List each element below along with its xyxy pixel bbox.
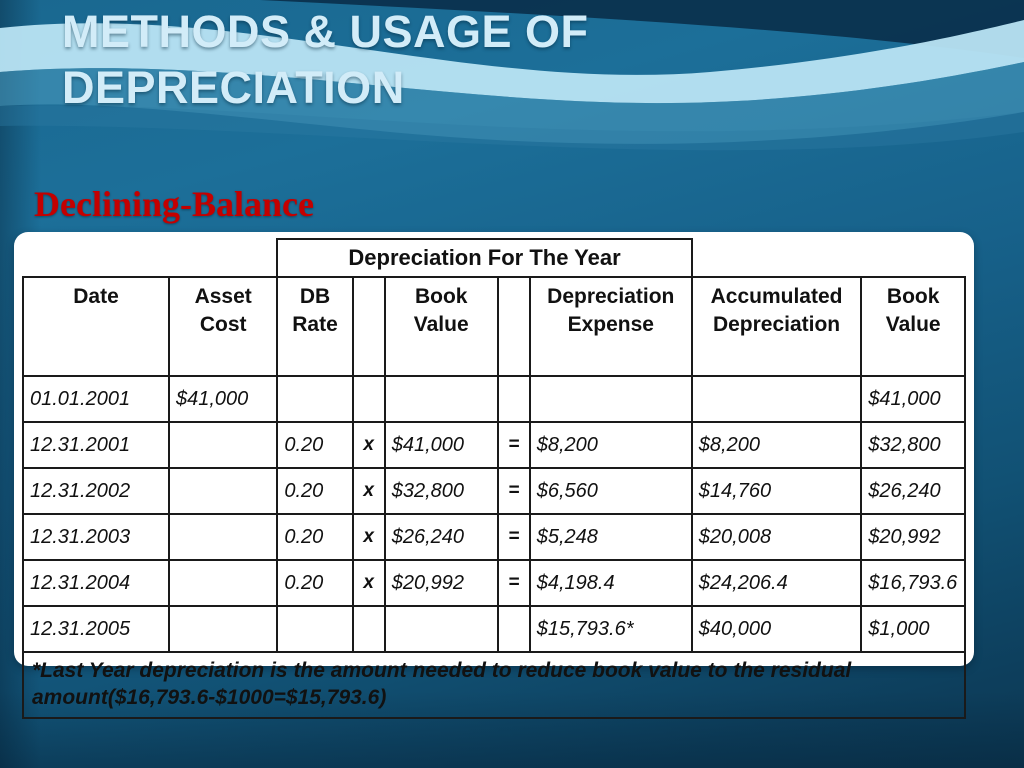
table-cell: $20,992: [860, 513, 966, 561]
column-header-depreciation-expense: Depreciation Expense: [528, 276, 693, 377]
table-cell: $8,200: [690, 421, 863, 469]
table-cell: $24,206.4: [690, 559, 863, 607]
table-body: 01.01.2001 $41,000 $41,000 12.31.2001 0.20 x $…: [22, 375, 966, 653]
depreciation-table-card: Depreciation For The Year Date Asset Cos…: [14, 232, 974, 719]
table-cell: $20,008: [690, 513, 863, 561]
table-cell: $40,000: [690, 605, 863, 653]
table-cell: 0.20: [276, 559, 354, 607]
table-cell: 12.31.2005: [22, 605, 170, 653]
table-cell: [351, 605, 386, 653]
table-cell: x: [351, 467, 386, 515]
table-cell: $15,793.6*: [528, 605, 693, 653]
table-cell: $16,793.6: [860, 559, 966, 607]
column-header-accumulated-depreciation: Accumulated Depreciation: [690, 276, 863, 377]
slide-title-line-2: DEPRECIATION: [62, 61, 405, 113]
table-cell: x: [351, 559, 386, 607]
table-cell: $8,200: [528, 421, 693, 469]
table-cell: 0.20: [276, 421, 354, 469]
table-cell: [167, 513, 279, 561]
group-header-cell: Depreciation For The Year: [276, 238, 693, 278]
table-cell: $4,198.4: [528, 559, 693, 607]
table-cell: $41,000: [860, 375, 966, 423]
column-header-db-rate: DB Rate: [276, 276, 354, 377]
table-cell: [351, 375, 386, 423]
table-cell: [276, 605, 354, 653]
footnote-line-2: amount($16,793.6-$1000=$15,793.6): [32, 685, 387, 709]
slide-title-line-1: METHODS & USAGE OF: [62, 6, 589, 57]
table-cell: $6,560: [528, 467, 693, 515]
column-header-equals: [496, 276, 531, 377]
column-header-book-value: Book Value: [383, 276, 499, 377]
footnote-cell: *Last Year depreciation is the amount ne…: [22, 651, 966, 719]
table-row: 01.01.2001 $41,000 $41,000: [22, 375, 966, 423]
table-row: 12.31.2001 0.20 x $41,000 = $8,200 $8,200 $32,8…: [22, 421, 966, 469]
table-cell: $32,800: [860, 421, 966, 469]
table-cell: [496, 375, 531, 423]
slide-title: METHODS & USAGE OF DEPRECIATION: [62, 4, 589, 116]
table-cell: 0.20: [276, 467, 354, 515]
table-cell: $41,000: [383, 421, 499, 469]
table-cell: =: [496, 513, 531, 561]
table-cell: $14,760: [690, 467, 863, 515]
table-cell: $1,000: [860, 605, 966, 653]
table-cell: $32,800: [383, 467, 499, 515]
table-cell: 0.20: [276, 513, 354, 561]
table-cell: [383, 605, 499, 653]
table-cell: 12.31.2002: [22, 467, 170, 515]
column-header-asset-cost: Asset Cost: [167, 276, 279, 377]
table-cell: [496, 605, 531, 653]
column-header-multiply: [351, 276, 386, 377]
table-cell: =: [496, 559, 531, 607]
table-cell: $26,240: [383, 513, 499, 561]
group-header-spacer-right: [691, 239, 965, 277]
table-cell: [383, 375, 499, 423]
table-cell: [690, 375, 863, 423]
table-cell: $5,248: [528, 513, 693, 561]
table-row: 12.31.2003 0.20 x $26,240 = $5,248 $20,008 $20,…: [22, 513, 966, 561]
table-cell: 12.31.2004: [22, 559, 170, 607]
table-cell: =: [496, 467, 531, 515]
group-header-spacer-left: [23, 239, 278, 277]
table-cell: x: [351, 513, 386, 561]
table-cell: [167, 467, 279, 515]
table-row: 12.31.2005 $15,793.6* $40,000 $1,000: [22, 605, 966, 653]
table-row: 12.31.2002 0.20 x $32,800 = $6,560 $14,760 $26,…: [22, 467, 966, 515]
table-cell: [276, 375, 354, 423]
table-cell: 01.01.2001: [22, 375, 170, 423]
table-cell: [167, 421, 279, 469]
table-cell: $41,000: [167, 375, 279, 423]
column-header-row: Date Asset Cost DB Rate Book Value Depre…: [22, 276, 966, 377]
column-header-book-value-end: Book Value: [860, 276, 966, 377]
table-cell: [167, 605, 279, 653]
group-header-row: Depreciation For The Year: [23, 238, 965, 278]
table-cell: x: [351, 421, 386, 469]
table-cell: 12.31.2003: [22, 513, 170, 561]
slide-subtitle: Declining-Balance: [34, 184, 314, 224]
table-cell: 12.31.2001: [22, 421, 170, 469]
footnote-line-1: *Last Year depreciation is the amount ne…: [32, 659, 852, 682]
table-cell: [528, 375, 693, 423]
column-header-date: Date: [22, 276, 170, 377]
depreciation-table: Depreciation For The Year Date Asset Cos…: [22, 238, 966, 719]
table-row: 12.31.2004 0.20 x $20,992 = $4,198.4 $24,206.4…: [22, 559, 966, 607]
table-cell: $20,992: [383, 559, 499, 607]
footnote-row: *Last Year depreciation is the amount ne…: [22, 651, 966, 719]
table-cell: =: [496, 421, 531, 469]
table-cell: $26,240: [860, 467, 966, 515]
table-cell: [167, 559, 279, 607]
